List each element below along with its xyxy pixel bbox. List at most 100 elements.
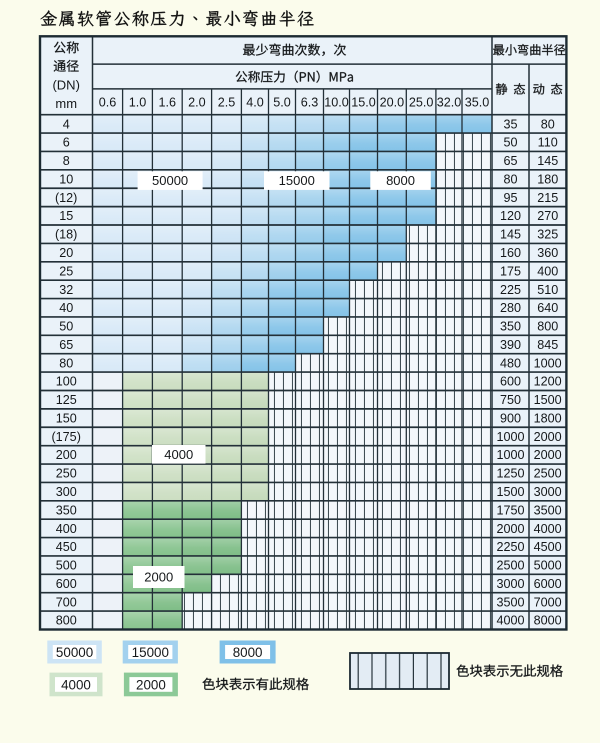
svg-text:350: 350 [56,503,77,517]
svg-text:50000: 50000 [152,173,188,188]
svg-text:6: 6 [63,136,70,150]
svg-text:150: 150 [56,411,77,425]
svg-text:750: 750 [500,393,521,407]
svg-text:4500: 4500 [534,540,562,554]
svg-text:80: 80 [541,117,555,131]
svg-text:(DN): (DN) [52,78,79,93]
svg-text:32: 32 [59,283,73,297]
svg-text:(12): (12) [55,191,77,205]
svg-text:2250: 2250 [496,540,524,554]
svg-text:35: 35 [503,117,517,131]
svg-text:450: 450 [56,540,77,554]
svg-text:mm: mm [55,96,77,111]
svg-text:5000: 5000 [534,559,562,573]
svg-text:50000: 50000 [56,645,93,660]
svg-text:32.0: 32.0 [437,96,462,110]
svg-text:80: 80 [503,172,517,186]
svg-text:8: 8 [63,154,70,168]
svg-text:50: 50 [59,320,73,334]
svg-text:1750: 1750 [496,503,524,517]
svg-text:6000: 6000 [534,577,562,591]
svg-text:1000: 1000 [534,356,562,370]
svg-text:20: 20 [59,246,73,260]
svg-text:250: 250 [56,467,77,481]
svg-text:1500: 1500 [534,393,562,407]
svg-text:2000: 2000 [136,677,166,692]
svg-text:1000: 1000 [496,430,524,444]
svg-text:600: 600 [500,375,521,389]
svg-text:800: 800 [56,614,77,628]
svg-text:25.0: 25.0 [409,96,434,110]
svg-text:15000: 15000 [279,173,315,188]
svg-text:95: 95 [503,191,517,205]
svg-text:2500: 2500 [496,559,524,573]
svg-text:65: 65 [59,338,73,352]
svg-text:15: 15 [59,209,73,223]
svg-text:4.0: 4.0 [246,96,264,110]
svg-text:2000: 2000 [534,448,562,462]
svg-text:600: 600 [56,577,77,591]
svg-text:50: 50 [503,136,517,150]
svg-text:1200: 1200 [534,375,562,389]
svg-text:10: 10 [59,172,73,186]
svg-text:1000: 1000 [496,448,524,462]
svg-text:7000: 7000 [534,595,562,609]
svg-text:8000: 8000 [233,645,263,660]
svg-text:510: 510 [537,283,558,297]
svg-text:120: 120 [500,209,521,223]
svg-text:175: 175 [500,264,521,278]
svg-text:3000: 3000 [534,485,562,499]
svg-text:215: 215 [537,191,558,205]
svg-text:400: 400 [537,264,558,278]
svg-text:0.6: 0.6 [99,96,117,110]
svg-text:6.3: 6.3 [301,96,319,110]
svg-text:125: 125 [56,393,77,407]
svg-text:65: 65 [503,154,517,168]
svg-text:4000: 4000 [61,677,91,692]
svg-text:270: 270 [537,209,558,223]
svg-text:280: 280 [500,301,521,315]
svg-text:3500: 3500 [496,595,524,609]
svg-text:10.0: 10.0 [324,96,349,110]
svg-text:20.0: 20.0 [380,96,405,110]
svg-text:4000: 4000 [496,614,524,628]
svg-text:700: 700 [56,595,77,609]
svg-text:1.6: 1.6 [159,96,177,110]
svg-text:8000: 8000 [386,173,415,188]
svg-text:35.0: 35.0 [465,96,490,110]
svg-text:325: 325 [537,228,558,242]
svg-text:25: 25 [59,264,73,278]
svg-text:200: 200 [56,448,77,462]
svg-text:4000: 4000 [534,522,562,536]
svg-text:2.5: 2.5 [218,96,236,110]
svg-text:2.0: 2.0 [188,96,206,110]
svg-text:3500: 3500 [534,503,562,517]
svg-text:4: 4 [63,117,70,131]
svg-text:640: 640 [537,301,558,315]
svg-text:5.0: 5.0 [273,96,291,110]
svg-text:145: 145 [500,228,521,242]
svg-text:4000: 4000 [164,447,193,462]
svg-text:1500: 1500 [496,485,524,499]
svg-text:8000: 8000 [534,614,562,628]
svg-text:480: 480 [500,356,521,370]
svg-text:15.0: 15.0 [351,96,376,110]
svg-text:2000: 2000 [496,522,524,536]
svg-text:845: 845 [537,338,558,352]
svg-text:300: 300 [56,485,77,499]
svg-text:400: 400 [56,522,77,536]
svg-text:225: 225 [500,283,521,297]
svg-text:100: 100 [56,375,77,389]
svg-text:2000: 2000 [144,570,173,585]
svg-text:360: 360 [537,246,558,260]
svg-text:1250: 1250 [496,467,524,481]
svg-text:900: 900 [500,411,521,425]
svg-text:40: 40 [59,301,73,315]
svg-text:(175): (175) [51,430,80,444]
svg-text:180: 180 [537,172,558,186]
svg-text:110: 110 [538,136,558,150]
svg-text:3000: 3000 [496,577,524,591]
svg-text:15000: 15000 [132,645,169,660]
svg-text:500: 500 [56,559,77,573]
svg-text:(18): (18) [55,228,77,242]
